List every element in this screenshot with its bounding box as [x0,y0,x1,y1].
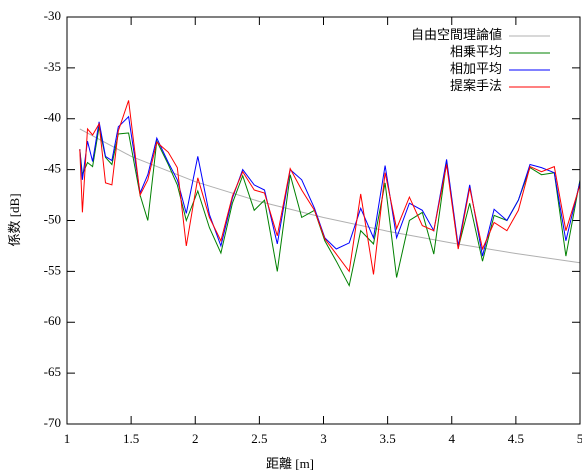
legend-label: 提案手法 [450,78,502,93]
x-tick-label: 1 [64,431,71,446]
series-line [79,115,581,257]
y-tick-label: -35 [44,59,61,74]
series-line [79,128,581,264]
y-tick-label: -50 [44,211,61,226]
legend-label: 相加平均 [450,61,502,76]
legend-label: 自由空間理論値 [411,27,502,42]
plot-frame [66,16,581,425]
x-tick-label: 3.5 [380,431,396,446]
x-tick-label: 1.5 [123,431,139,446]
x-tick-label: 5 [577,431,582,446]
x-tick-label: 4.5 [508,431,524,446]
series-line [79,126,581,288]
x-tick-label: 4 [449,431,456,446]
x-tick-label: 3 [320,431,327,446]
y-tick-label: -40 [44,110,61,125]
y-axis-label: 係数 [dB] [7,193,22,246]
x-tick-label: 2.5 [251,431,267,446]
y-tick-label: -45 [44,161,61,176]
legend-label: 相乗平均 [450,44,502,59]
y-tick-label: -60 [44,313,61,328]
y-tick-label: -65 [44,364,61,379]
x-axis-label: 距離 [m] [266,456,314,471]
y-tick-label: -30 [44,8,61,23]
y-tick-label: -70 [44,415,61,430]
y-tick-label: -55 [44,262,61,277]
series-line [79,100,581,275]
x-tick-label: 2 [192,431,199,446]
